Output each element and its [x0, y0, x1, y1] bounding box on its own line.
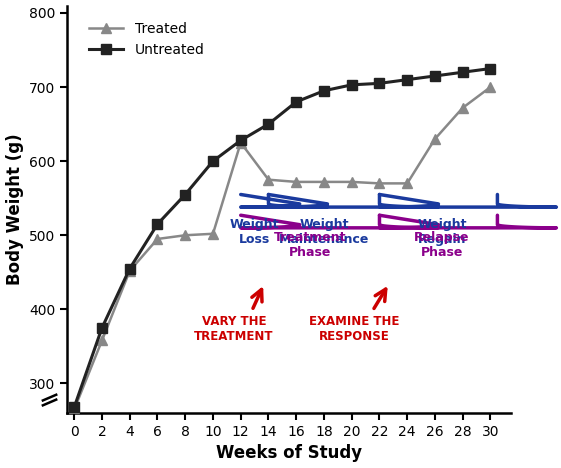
Treated [293, 179, 300, 185]
Untreated [487, 66, 494, 71]
Untreated [99, 325, 105, 331]
Untreated [459, 69, 466, 75]
Treated [71, 407, 77, 412]
Treated [431, 136, 438, 142]
Untreated [376, 80, 383, 86]
Treated [320, 179, 327, 185]
Legend: Treated, Untreated: Treated, Untreated [83, 16, 210, 63]
Treated [459, 105, 466, 110]
Text: Treatment
Phase: Treatment Phase [274, 231, 346, 259]
Untreated [182, 192, 188, 197]
Text: Weight
Maintenance: Weight Maintenance [279, 218, 369, 246]
Text: Relapse
Phase: Relapse Phase [414, 231, 470, 259]
Treated [487, 84, 494, 90]
Line: Untreated: Untreated [70, 64, 495, 412]
Untreated [154, 221, 161, 227]
Treated [237, 140, 244, 146]
Untreated [210, 158, 217, 164]
Text: EXAMINE THE
RESPONSE: EXAMINE THE RESPONSE [309, 315, 399, 343]
Untreated [265, 121, 272, 127]
Treated [265, 177, 272, 183]
Untreated [348, 82, 355, 88]
Line: Treated: Treated [70, 82, 495, 414]
Untreated [431, 73, 438, 79]
Untreated [320, 88, 327, 94]
Treated [154, 236, 161, 242]
Text: Weight
Regain: Weight Regain [417, 218, 467, 246]
Text: Weight
Loss: Weight Loss [230, 218, 279, 246]
Treated [182, 233, 188, 238]
Untreated [293, 99, 300, 105]
Text: VARY THE
TREATMENT: VARY THE TREATMENT [194, 315, 274, 343]
Treated [348, 179, 355, 185]
Untreated [126, 266, 133, 271]
Treated [126, 268, 133, 274]
Treated [99, 337, 105, 343]
Treated [404, 181, 411, 186]
Treated [376, 181, 383, 186]
Y-axis label: Body Weight (g): Body Weight (g) [6, 133, 24, 285]
Untreated [71, 404, 77, 410]
X-axis label: Weeks of Study: Weeks of Study [216, 445, 362, 462]
Untreated [404, 77, 411, 82]
Treated [210, 231, 217, 237]
Untreated [237, 138, 244, 143]
